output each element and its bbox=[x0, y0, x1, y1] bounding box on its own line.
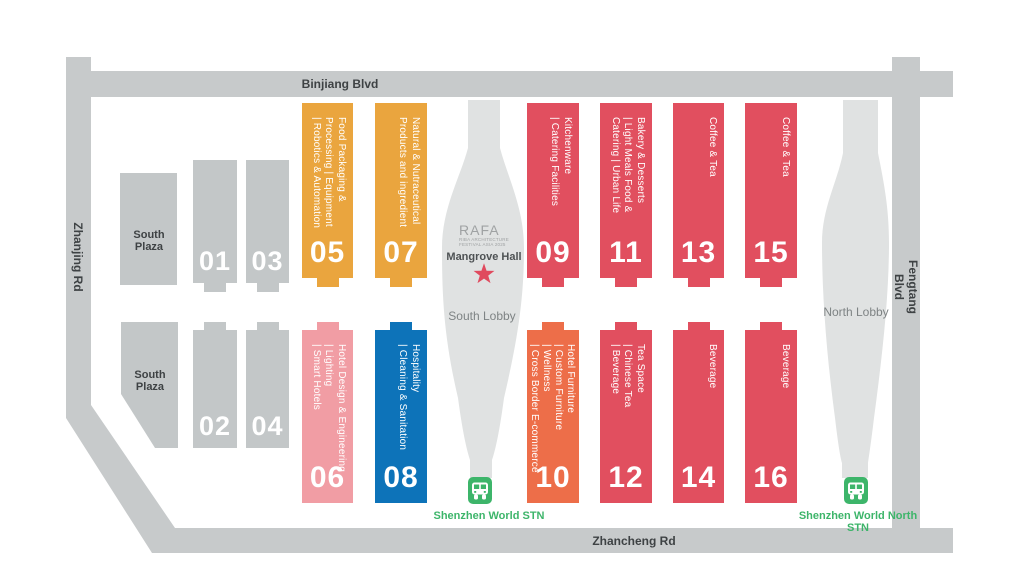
star-icon bbox=[473, 263, 495, 284]
south-plaza-lower-label: South Plaza bbox=[134, 369, 166, 393]
hall-13: Coffee & Tea 13 bbox=[673, 103, 724, 287]
station-label-north: Shenzhen World North STN bbox=[798, 510, 918, 534]
hall-08: Hospitality | Cleaning & Sanitation 08 bbox=[375, 322, 427, 503]
hall-09: Kitchenware | Catering Facilities 09 bbox=[527, 103, 579, 287]
south-lobby-shape bbox=[442, 100, 524, 478]
hall-tab-connector bbox=[204, 322, 226, 331]
road-label-binjiang: Binjiang Blvd bbox=[301, 77, 379, 91]
bus-icon bbox=[468, 477, 492, 504]
hall-number: 05 bbox=[309, 236, 346, 269]
hall-number: 01 bbox=[198, 246, 232, 276]
hall-number: 03 bbox=[251, 246, 284, 276]
rafa-subtitle: RIBA ARCHITECTURE FESTIVAL ASIA 2025 bbox=[459, 237, 509, 247]
hall-10: Hotel Furniture | Custom Furniture | Wel… bbox=[527, 322, 579, 503]
hall-07: Natural & Nutraceutical Products and ing… bbox=[375, 103, 427, 287]
road-left-and-bottom bbox=[66, 57, 953, 553]
hall-05: Food Packaging & Processing | Equipment … bbox=[302, 103, 353, 287]
hall-number: 14 bbox=[680, 461, 717, 494]
road-label-zhanjing: Zhanjing Rd bbox=[71, 222, 85, 292]
hall-tab-connector bbox=[615, 322, 637, 331]
hall-11: Bakery & Desserts | Light Meals Food & C… bbox=[600, 103, 652, 287]
hall-15: Coffee & Tea 15 bbox=[745, 103, 797, 287]
hall-number: 12 bbox=[608, 461, 644, 494]
hall-04: 04 bbox=[246, 322, 289, 448]
hall-12: Tea Space | Chinese Tea | Beverage 12 bbox=[600, 322, 652, 503]
hall-number: 08 bbox=[383, 461, 419, 494]
hall-number: 04 bbox=[251, 411, 284, 441]
hall-tab-connector bbox=[687, 322, 710, 331]
hall-tab-connector bbox=[760, 322, 782, 331]
hall-tab-connector bbox=[390, 278, 412, 287]
hall-number: 07 bbox=[383, 236, 419, 269]
mangrove-hall-label: Mangrove Hall bbox=[446, 251, 522, 263]
hall-tab-connector bbox=[542, 278, 564, 287]
road-right bbox=[892, 57, 920, 553]
hall-tab-connector bbox=[687, 278, 710, 287]
hall-tab-connector bbox=[256, 283, 279, 292]
hall-number: 13 bbox=[680, 236, 717, 269]
hall-number: 06 bbox=[309, 461, 346, 494]
hall-number: 02 bbox=[198, 411, 232, 441]
hall-number: 16 bbox=[753, 461, 789, 494]
hall-tab-connector bbox=[204, 283, 226, 292]
hall-tab-connector bbox=[390, 322, 412, 331]
south-plaza-lower-shape bbox=[121, 322, 178, 448]
road-top bbox=[91, 71, 953, 97]
hall-number: 09 bbox=[535, 236, 571, 269]
hall-01: 01 bbox=[193, 160, 237, 292]
rafa-block: RAFA RIBA ARCHITECTURE FESTIVAL ASIA 202… bbox=[459, 222, 519, 247]
hall-06: Hotel Design & Engineering | Lighting | … bbox=[302, 322, 353, 503]
hall-14: Beverage 14 bbox=[673, 322, 724, 503]
north-lobby-shape bbox=[822, 100, 889, 478]
bus-icon bbox=[844, 477, 868, 504]
north-lobby-label: North Lobby bbox=[823, 305, 889, 319]
hall-03: 03 bbox=[246, 160, 289, 292]
south-plaza-upper-label: South Plaza bbox=[133, 229, 165, 253]
road-label-zhancheng: Zhancheng Rd bbox=[592, 534, 676, 548]
hall-16: Beverage 16 bbox=[745, 322, 797, 503]
hall-number: 10 bbox=[535, 461, 571, 494]
hall-tab-connector bbox=[256, 322, 279, 331]
hall-number: 15 bbox=[753, 236, 789, 269]
hall-tab-connector bbox=[316, 278, 339, 287]
hall-tab-connector bbox=[615, 278, 637, 287]
south-lobby-label: South Lobby bbox=[448, 309, 516, 323]
hall-tab-connector bbox=[760, 278, 782, 287]
rafa-title: RAFA bbox=[459, 222, 500, 238]
station-label-south: Shenzhen World STN bbox=[433, 510, 545, 522]
hall-02: 02 bbox=[193, 322, 237, 448]
south-plaza-upper bbox=[120, 173, 177, 285]
hall-tab-connector bbox=[316, 322, 339, 331]
hall-tab-connector bbox=[542, 322, 564, 331]
hall-number: 11 bbox=[609, 236, 643, 269]
